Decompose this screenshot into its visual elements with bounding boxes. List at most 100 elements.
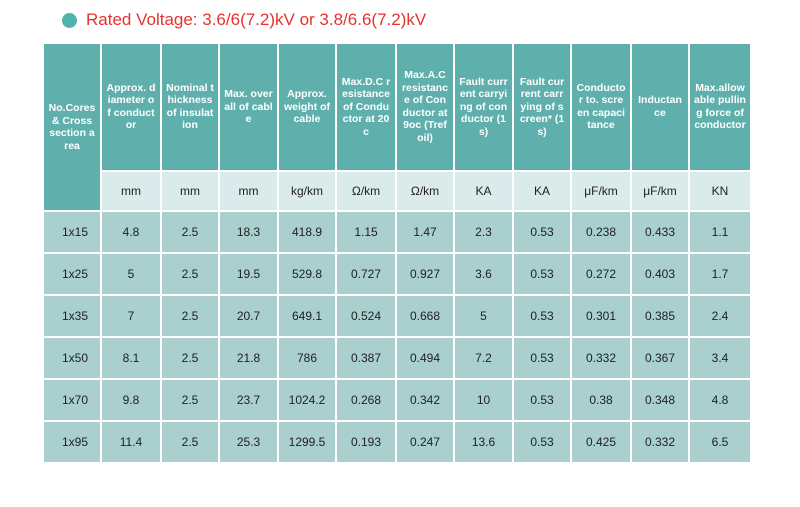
row-label: 1x50 — [44, 338, 102, 380]
column-header: Fault current carrying of conductor (1s) — [455, 44, 514, 172]
table-cell: 2.5 — [162, 422, 220, 464]
table-row: 1x15 4.8 2.5 18.3 418.9 1.15 1.47 2.3 0.53 0.238 0… — [44, 212, 752, 254]
row-label: 1x95 — [44, 422, 102, 464]
table-cell: 1.7 — [690, 254, 752, 296]
unit-cell: mm — [102, 171, 162, 212]
unit-cell: mm — [220, 171, 279, 212]
table-cell: 13.6 — [455, 422, 514, 464]
table-cell: 1.15 — [337, 212, 397, 254]
table-cell: 0.524 — [337, 296, 397, 338]
column-header: Inductance — [632, 44, 690, 172]
table-cell: 0.272 — [572, 254, 632, 296]
table-cell: 6.5 — [690, 422, 752, 464]
table-cell: 2.5 — [162, 380, 220, 422]
table-cell: 0.38 — [572, 380, 632, 422]
table-cell: 0.53 — [514, 422, 572, 464]
unit-cell: mm — [162, 171, 220, 212]
table-cell: 0.301 — [572, 296, 632, 338]
table-cell: 0.53 — [514, 380, 572, 422]
column-header: Nominal thickness of insulation — [162, 44, 220, 172]
units-row: mm mm mm kg/km Ω/km Ω/km KA KA μF/km μF/km KN — [44, 171, 752, 212]
table-cell: 20.7 — [220, 296, 279, 338]
table-cell: 8.1 — [102, 338, 162, 380]
unit-cell: Ω/km — [397, 171, 455, 212]
table-cell: 0.342 — [397, 380, 455, 422]
table-cell: 2.3 — [455, 212, 514, 254]
title-row: Rated Voltage: 3.6/6(7.2)kV or 3.8/6.6(7… — [62, 9, 426, 31]
table-cell: 2.5 — [162, 212, 220, 254]
unit-cell: KN — [690, 171, 752, 212]
table-cell: 0.53 — [514, 338, 572, 380]
row-label: 1x15 — [44, 212, 102, 254]
table-cell: 11.4 — [102, 422, 162, 464]
table-cell: 1.1 — [690, 212, 752, 254]
table-cell: 649.1 — [279, 296, 337, 338]
table-cell: 2.5 — [162, 254, 220, 296]
header-row: No.Cores & Cross section area Approx. di… — [44, 44, 752, 212]
table-cell: 0.385 — [632, 296, 690, 338]
table-cell: 0.268 — [337, 380, 397, 422]
table-row: 1x95 11.4 2.5 25.3 1299.5 0.193 0.247 13.6 0.53 0… — [44, 422, 752, 464]
unit-cell: Ω/km — [337, 171, 397, 212]
column-header: Max.D.C resistance of Conductor at 20c — [337, 44, 397, 172]
table-cell: 1299.5 — [279, 422, 337, 464]
table-cell: 0.367 — [632, 338, 690, 380]
corner-header: No.Cores & Cross section area — [44, 44, 102, 212]
table-cell: 0.727 — [337, 254, 397, 296]
table-cell: 0.348 — [632, 380, 690, 422]
table-cell: 3.4 — [690, 338, 752, 380]
table-cell: 1024.2 — [279, 380, 337, 422]
column-header: Fault current carrying of screen* (1s) — [514, 44, 572, 172]
table-cell: 10 — [455, 380, 514, 422]
table-cell: 786 — [279, 338, 337, 380]
table-cell: 4.8 — [690, 380, 752, 422]
table-cell: 5 — [102, 254, 162, 296]
table-cell: 0.403 — [632, 254, 690, 296]
table-cell: 0.247 — [397, 422, 455, 464]
row-label: 1x35 — [44, 296, 102, 338]
page-title: Rated Voltage: 3.6/6(7.2)kV or 3.8/6.6(7… — [86, 10, 427, 29]
table-cell: 7 — [102, 296, 162, 338]
table-cell: 529.8 — [279, 254, 337, 296]
table-cell: 4.8 — [102, 212, 162, 254]
table-cell: 0.53 — [514, 212, 572, 254]
table-cell: 0.238 — [572, 212, 632, 254]
table-cell: 0.53 — [514, 296, 572, 338]
column-header: Max.allowable pulling force ofconductor — [690, 44, 752, 172]
table-cell: 418.9 — [279, 212, 337, 254]
table-row: 1x25 5 2.5 19.5 529.8 0.727 0.927 3.6 0.53 0.272 0… — [44, 254, 752, 296]
table-cell: 0.387 — [337, 338, 397, 380]
table-cell: 0.668 — [397, 296, 455, 338]
table-cell: 25.3 — [220, 422, 279, 464]
column-header: Max.A.C resistance of Conductor at 9oc (… — [397, 44, 455, 172]
table-cell: 2.5 — [162, 338, 220, 380]
row-label: 1x70 — [44, 380, 102, 422]
spec-table: No.Cores & Cross section area Approx. di… — [44, 44, 752, 464]
table-row: 1x70 9.8 2.5 23.7 1024.2 0.268 0.342 10 0.53 0.38… — [44, 380, 752, 422]
unit-cell: μF/km — [632, 171, 690, 212]
column-header: Approx. weight of cable — [279, 44, 337, 172]
column-header: Conductor to. screen capacitance — [572, 44, 632, 172]
table-cell: 0.332 — [572, 338, 632, 380]
unit-cell: μF/km — [572, 171, 632, 212]
table-row: 1x50 8.1 2.5 21.8 786 0.387 0.494 7.2 0.53 0.332 0… — [44, 338, 752, 380]
column-header: Approx. diameter of conductor — [102, 44, 162, 172]
table-cell: 3.6 — [455, 254, 514, 296]
table-cell: 0.53 — [514, 254, 572, 296]
table-cell: 19.5 — [220, 254, 279, 296]
table-cell: 7.2 — [455, 338, 514, 380]
row-label: 1x25 — [44, 254, 102, 296]
unit-cell: kg/km — [279, 171, 337, 212]
unit-cell: KA — [455, 171, 514, 212]
bullet-dot-icon — [62, 12, 77, 28]
table-cell: 9.8 — [102, 380, 162, 422]
table-cell: 2.4 — [690, 296, 752, 338]
table-cell: 0.425 — [572, 422, 632, 464]
column-header: Max. overall of cable — [220, 44, 279, 172]
table-cell: 0.927 — [397, 254, 455, 296]
table-cell: 0.494 — [397, 338, 455, 380]
table-row: 1x35 7 2.5 20.7 649.1 0.524 0.668 5 0.53 0.301 0.3… — [44, 296, 752, 338]
table-cell: 2.5 — [162, 296, 220, 338]
table-cell: 23.7 — [220, 380, 279, 422]
table-cell: 18.3 — [220, 212, 279, 254]
